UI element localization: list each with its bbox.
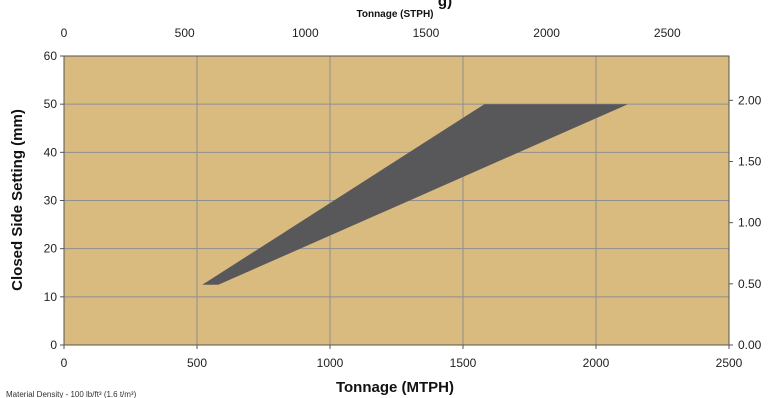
x-tick-label: 2500 [716,356,743,370]
top-x-axis-ticks: 0 500 1000 1500 2000 2500 [61,26,681,40]
right-y-tick-label: 2.00 [738,93,762,107]
y-tick-label: 0 [50,338,57,352]
x-tick-label: 1500 [450,356,477,370]
right-y-tick-label: 1.50 [738,154,762,168]
footnote: Material Density - 100 lb/ft³ (1.6 t/m³) [6,390,137,398]
right-y-tick-label: 0.00 [738,338,762,352]
capacity-band-polygon [202,104,628,285]
right-y-tick-label: 1.00 [738,216,762,230]
y-tick-label: 30 [44,194,58,208]
x-tick-label: 0 [61,356,68,370]
y-tick-label: 50 [44,97,58,111]
top-x-tick-label: 0 [61,26,68,40]
chart-title-fragment: g) [438,0,452,10]
top-x-tick-label: 2000 [533,26,560,40]
right-y-axis-ticks: 0.00 0.50 1.00 1.50 2.00 [729,93,762,352]
right-y-tick-label: 0.50 [738,277,762,291]
top-x-tick-label: 1500 [413,26,440,40]
top-x-tick-label: 1000 [292,26,319,40]
top-x-tick-label: 2500 [654,26,681,40]
capacity-band [202,104,628,285]
y-tick-label: 60 [44,49,58,63]
top-x-tick-label: 500 [175,26,195,40]
x-tick-label: 500 [187,356,207,370]
x-axis-label: Tonnage (MTPH) [336,379,454,396]
top-x-axis-label: Tonnage (STPH) [356,9,433,20]
y-tick-label: 20 [44,242,58,256]
x-tick-label: 2000 [583,356,610,370]
left-y-axis-ticks: 0 10 20 30 40 50 60 [44,49,64,352]
x-tick-label: 1000 [317,356,344,370]
bottom-x-axis-ticks: 0 500 1000 1500 2000 2500 [61,345,743,370]
y-tick-label: 40 [44,145,58,159]
y-tick-label: 10 [44,290,58,304]
y-axis-label: Closed Side Setting (mm) [9,109,26,291]
